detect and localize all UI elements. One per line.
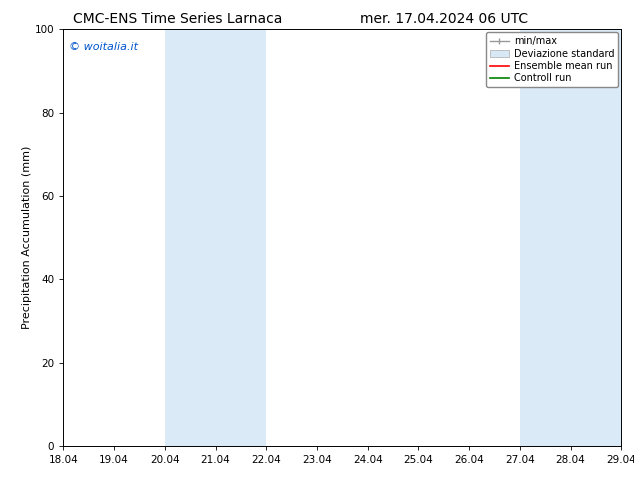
Y-axis label: Precipitation Accumulation (mm): Precipitation Accumulation (mm) bbox=[22, 146, 32, 329]
Legend: min/max, Deviazione standard, Ensemble mean run, Controll run: min/max, Deviazione standard, Ensemble m… bbox=[486, 32, 618, 87]
Text: mer. 17.04.2024 06 UTC: mer. 17.04.2024 06 UTC bbox=[359, 12, 528, 26]
Text: CMC-ENS Time Series Larnaca: CMC-ENS Time Series Larnaca bbox=[73, 12, 282, 26]
Bar bbox=[165, 29, 266, 446]
Text: © woitalia.it: © woitalia.it bbox=[69, 42, 138, 52]
Bar bbox=[520, 29, 621, 446]
